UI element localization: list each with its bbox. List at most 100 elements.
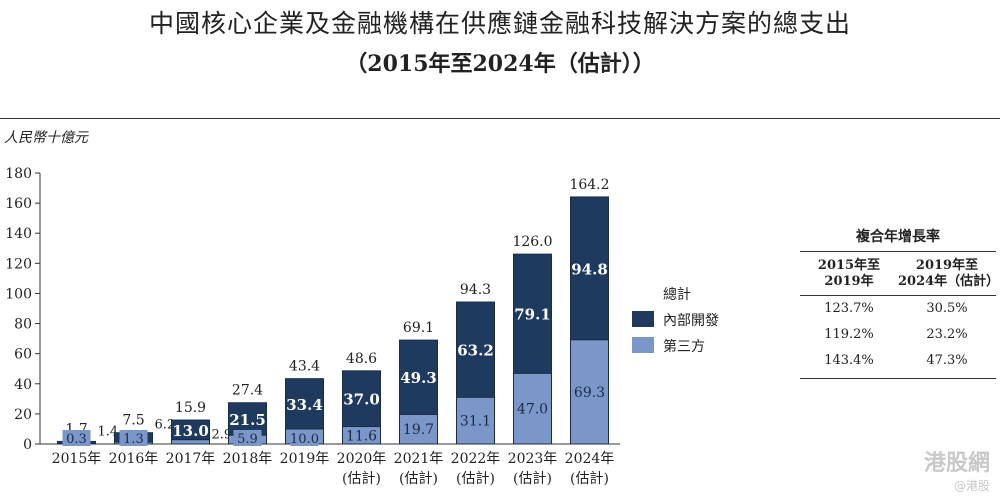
- third-party-label-box: 10.0: [290, 430, 319, 447]
- y-axis-unit-label: 人民幣十億元: [4, 130, 88, 146]
- third-party-value-label: 31.1: [460, 414, 491, 430]
- bar-in-house: [171, 419, 210, 441]
- total-label: 7.5: [122, 413, 144, 429]
- cagr-col-header: 2019年至 2024年（估計）: [898, 252, 1000, 296]
- third-party-label-bg: [290, 430, 319, 446]
- total-label: 164.2: [569, 177, 609, 193]
- total-label: 48.6: [346, 351, 377, 367]
- cagr-cell: 23.2%: [926, 327, 968, 342]
- third-party-value-label: 47.0: [517, 402, 548, 418]
- x-tick-label: (估計): [513, 471, 552, 487]
- stacked-bar-chart: 0 20 40 60 80 100 120 140 160 180 2015年 2016年 2017年 2…: [5, 166, 719, 487]
- title-divider: [0, 118, 1000, 119]
- third-party-value-label: 2.9: [212, 428, 233, 443]
- y-tick-label: 180: [5, 166, 32, 182]
- y-tick-label: 120: [5, 256, 32, 272]
- x-tick-label: 2016年: [109, 451, 159, 467]
- cagr-col-header: 2015年至 2019年: [800, 252, 898, 296]
- cagr-col-header-line: 2024年（估計）: [898, 274, 1000, 289]
- bar-in-house: [456, 301, 495, 398]
- cagr-cell: 143.4%: [824, 353, 874, 368]
- third-party-label-bg: [119, 430, 148, 446]
- bar-third-party: [513, 372, 552, 445]
- bar-in-house: [399, 339, 438, 415]
- in-house-value-label: 6.2: [155, 418, 176, 433]
- y-tick-label: 60: [14, 347, 32, 363]
- legend-title: 總計: [663, 286, 691, 303]
- bar-in-house: [513, 253, 552, 374]
- in-house-value-label: 33.4: [286, 396, 323, 414]
- third-party-label-bg: [233, 430, 262, 446]
- legend-label-third-party: 第三方: [663, 338, 705, 355]
- x-tick-label: (估計): [399, 471, 438, 487]
- chart-title: 中國核心企業及金融機構在供應鏈金融科技解決方案的總支出: [148, 9, 851, 38]
- third-party-label-box: 0.3: [62, 430, 91, 447]
- in-house-value-label: 49.3: [400, 369, 437, 387]
- third-party-value-label: 19.7: [403, 422, 434, 438]
- y-tick-label: 20: [14, 407, 32, 423]
- total-label: 94.3: [460, 282, 491, 298]
- total-label: 126.0: [512, 234, 552, 250]
- watermark: 港股網 @港股: [924, 445, 990, 494]
- third-party-label-box: 1.3: [119, 430, 148, 447]
- x-tick-label: 2023年: [508, 451, 558, 467]
- bar-third-party: [456, 396, 495, 445]
- cagr-table-title: 複合年增長率: [800, 226, 996, 252]
- y-tick-label: 40: [14, 377, 32, 393]
- legend-swatch-third-party: [632, 337, 654, 353]
- x-tick-label: 2022年: [451, 451, 501, 467]
- chart-subtitle: （2015年至2024年（估計））: [345, 51, 655, 77]
- cagr-cell: 30.5%: [926, 301, 968, 316]
- cagr-cell: 119.2%: [824, 327, 874, 342]
- legend-swatch-in-house: [632, 311, 654, 327]
- x-tick-label: 2024年: [565, 451, 615, 467]
- watermark-line: 港股網: [923, 451, 990, 476]
- total-label: 43.4: [289, 359, 320, 375]
- cagr-table: 複合年增長率 2015年至 2019年 2019年至 2024年（估計） 123…: [800, 226, 1000, 379]
- in-house-value-label: 1.4: [98, 424, 119, 439]
- y-tick-label: 140: [5, 226, 32, 242]
- total-label: 15.9: [175, 400, 206, 416]
- cagr-row: 123.7% 30.5%: [800, 296, 996, 322]
- in-house-value-label: 63.2: [457, 342, 494, 360]
- x-tick-label: (估計): [342, 471, 381, 487]
- bar-third-party: [171, 439, 210, 445]
- third-party-value-label: 5.9: [237, 432, 258, 447]
- y-tick-label: 80: [14, 317, 32, 333]
- x-tick-label: 2019年: [280, 451, 330, 467]
- in-house-value-label: 37.0: [343, 391, 380, 409]
- x-tick-label: (估計): [570, 471, 609, 487]
- y-tick-label: 160: [5, 196, 32, 212]
- x-tick-label: 2015年: [52, 451, 102, 467]
- watermark-line: @港股: [953, 479, 990, 493]
- x-tick-label: 2020年: [337, 451, 387, 467]
- x-tick-label: (估計): [456, 471, 495, 487]
- third-party-value-label: 1.3: [123, 432, 144, 447]
- total-label: 27.4: [232, 383, 263, 399]
- x-tick-label: 2017年: [166, 451, 216, 467]
- cagr-col-header-line: 2015年至: [817, 258, 881, 273]
- bar-series: 1.7 1.40.37.5 6.21.315.913.0 2.927.421.55.9…: [57, 177, 610, 447]
- bar-in-house: [285, 378, 324, 430]
- third-party-value-label: 0.3: [66, 432, 87, 447]
- total-label: 69.1: [403, 320, 434, 336]
- y-tick-label: 0: [23, 437, 32, 453]
- third-party-label-bg: [62, 430, 91, 446]
- cagr-col-header-line: 2019年至: [915, 258, 979, 273]
- bar-in-house: [228, 402, 267, 436]
- in-house-value-label: 21.5: [229, 411, 266, 429]
- y-tick-label: 100: [5, 286, 32, 302]
- bar-in-house: [342, 370, 381, 428]
- in-house-value-label: 94.8: [571, 260, 608, 278]
- in-house-value-label: 13.0: [172, 422, 209, 440]
- cagr-row: 119.2% 23.2%: [800, 322, 996, 348]
- cagr-row: 143.4% 47.3%: [800, 348, 996, 379]
- x-tick-label: 2021年: [394, 451, 444, 467]
- in-house-value-label: 79.1: [514, 306, 551, 324]
- cagr-cell: 123.7%: [824, 301, 874, 316]
- cagr-col-header-line: 2019年: [824, 274, 874, 289]
- third-party-value-label: 69.3: [574, 385, 605, 401]
- chart-axes: 0 20 40 60 80 100 120 140 160 180 2015年 2016年 2017年 2…: [5, 166, 620, 487]
- bar-in-house: [570, 196, 609, 341]
